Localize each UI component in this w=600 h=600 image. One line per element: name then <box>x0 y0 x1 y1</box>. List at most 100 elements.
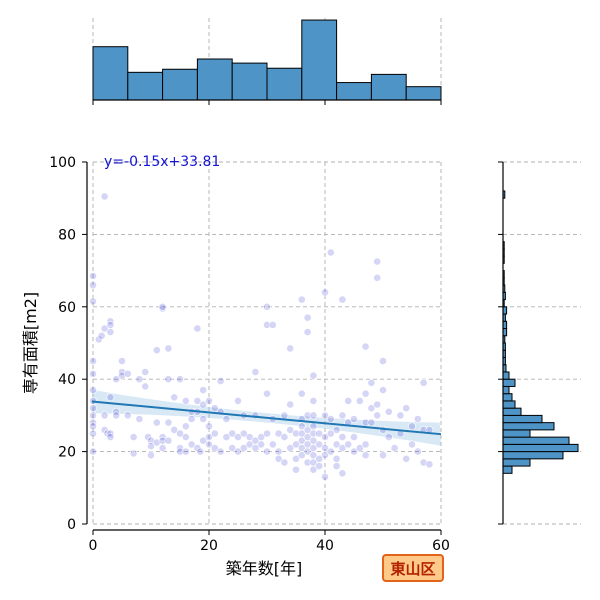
top-histogram-bar <box>92 46 129 101</box>
scatter-point <box>321 433 329 441</box>
scatter-point <box>326 248 335 257</box>
scatter-point <box>222 433 231 441</box>
scatter-point <box>402 454 411 463</box>
y-tick-label: 100 <box>49 155 76 171</box>
top-histogram-ticks <box>92 100 442 105</box>
scatter-point <box>181 433 190 441</box>
scatter-point <box>268 440 277 449</box>
scatter-point <box>303 328 312 336</box>
scatter-point <box>152 346 161 355</box>
scatter-point <box>100 411 109 420</box>
scatter-point <box>274 447 283 456</box>
scatter-point <box>338 469 347 478</box>
scatter-point <box>89 422 97 431</box>
scatter-point <box>303 458 312 467</box>
scatter-point <box>89 429 97 438</box>
scatter-point <box>193 324 202 333</box>
right-histogram-bar <box>502 371 510 380</box>
scatter-point <box>280 411 289 420</box>
right-histogram-bar <box>502 458 531 467</box>
scatter-point <box>332 454 341 463</box>
scatter-point <box>263 447 271 456</box>
scatter-point <box>210 444 219 452</box>
scatter-point <box>112 375 121 384</box>
scatter-point <box>373 411 382 420</box>
scatter-point <box>135 375 144 384</box>
right-histogram-bar <box>502 443 579 453</box>
scatter-point <box>292 440 300 449</box>
x-axis-label: 築年数[年] <box>226 559 303 578</box>
scatter-point <box>379 386 387 394</box>
scatter-point <box>170 425 179 434</box>
scatter-point <box>100 192 109 201</box>
scatter-point <box>239 429 248 438</box>
scatter-point <box>338 411 347 420</box>
scatter-point <box>263 429 271 438</box>
right-histogram-grid <box>503 161 581 525</box>
scatter-point <box>89 404 97 413</box>
scatter-point <box>118 371 126 380</box>
scatter-point <box>321 411 329 420</box>
scatter-point <box>321 472 329 481</box>
scatter-point <box>187 440 196 449</box>
scatter-point <box>315 462 324 470</box>
scatter-point <box>164 344 173 353</box>
scatter-point <box>141 382 150 391</box>
scatter-point <box>263 389 271 398</box>
scatter-point <box>350 447 358 456</box>
scatter-point <box>106 320 115 329</box>
scatter-point <box>303 313 312 322</box>
scatter-point <box>199 436 208 445</box>
scatter-point <box>152 418 161 427</box>
scatter-point <box>373 400 382 409</box>
scatter-point <box>129 433 138 441</box>
scatter-point <box>384 407 393 416</box>
scatter-point <box>158 304 167 313</box>
scatter-point <box>196 447 205 456</box>
scatter-point <box>263 320 271 329</box>
scatter-point <box>164 436 173 445</box>
main-grid <box>92 161 442 525</box>
scatter-point <box>181 422 190 431</box>
top-histogram-bar <box>301 19 338 101</box>
scatter-point <box>367 404 376 413</box>
right-histogram-bar <box>502 378 516 387</box>
scatter-point <box>309 411 318 420</box>
scatter-point <box>286 444 295 452</box>
scatter-point <box>344 440 353 449</box>
scatter-point <box>286 425 295 434</box>
scatter-point <box>187 415 196 423</box>
scatter-points <box>89 192 434 481</box>
scatter-point <box>181 396 190 405</box>
scatter-point <box>425 460 434 469</box>
top-histogram-bar <box>162 68 198 101</box>
scatter-point <box>408 422 416 431</box>
scatter-point <box>367 378 376 387</box>
right-histogram <box>498 161 581 525</box>
scatter-point <box>361 389 370 398</box>
scatter-point <box>315 440 324 449</box>
scatter-point <box>199 415 208 423</box>
scatter-point <box>309 396 318 405</box>
y-axis-ticks: 0 20 40 60 80 100 <box>49 155 87 533</box>
scatter-point <box>176 447 184 456</box>
scatter-point <box>234 447 242 456</box>
scatter-point <box>129 449 138 458</box>
scatter-point <box>216 377 225 385</box>
scatter-point <box>280 433 289 441</box>
scatter-point <box>332 462 341 470</box>
scatter-point <box>89 386 97 394</box>
scatter-point <box>297 389 306 398</box>
scatter-point <box>112 411 121 420</box>
scatter-point <box>379 357 387 365</box>
regression-equation: y=-0.15x+33.81 <box>104 154 220 170</box>
scatter-point <box>326 415 335 423</box>
x-axis-ticks: 0 20 40 60 <box>89 530 450 554</box>
scatter-point <box>402 404 411 413</box>
scatter-point <box>106 328 115 336</box>
scatter-point <box>326 447 335 456</box>
scatter-point <box>274 454 283 463</box>
scatter-point <box>344 396 353 405</box>
scatter-point <box>361 440 370 449</box>
